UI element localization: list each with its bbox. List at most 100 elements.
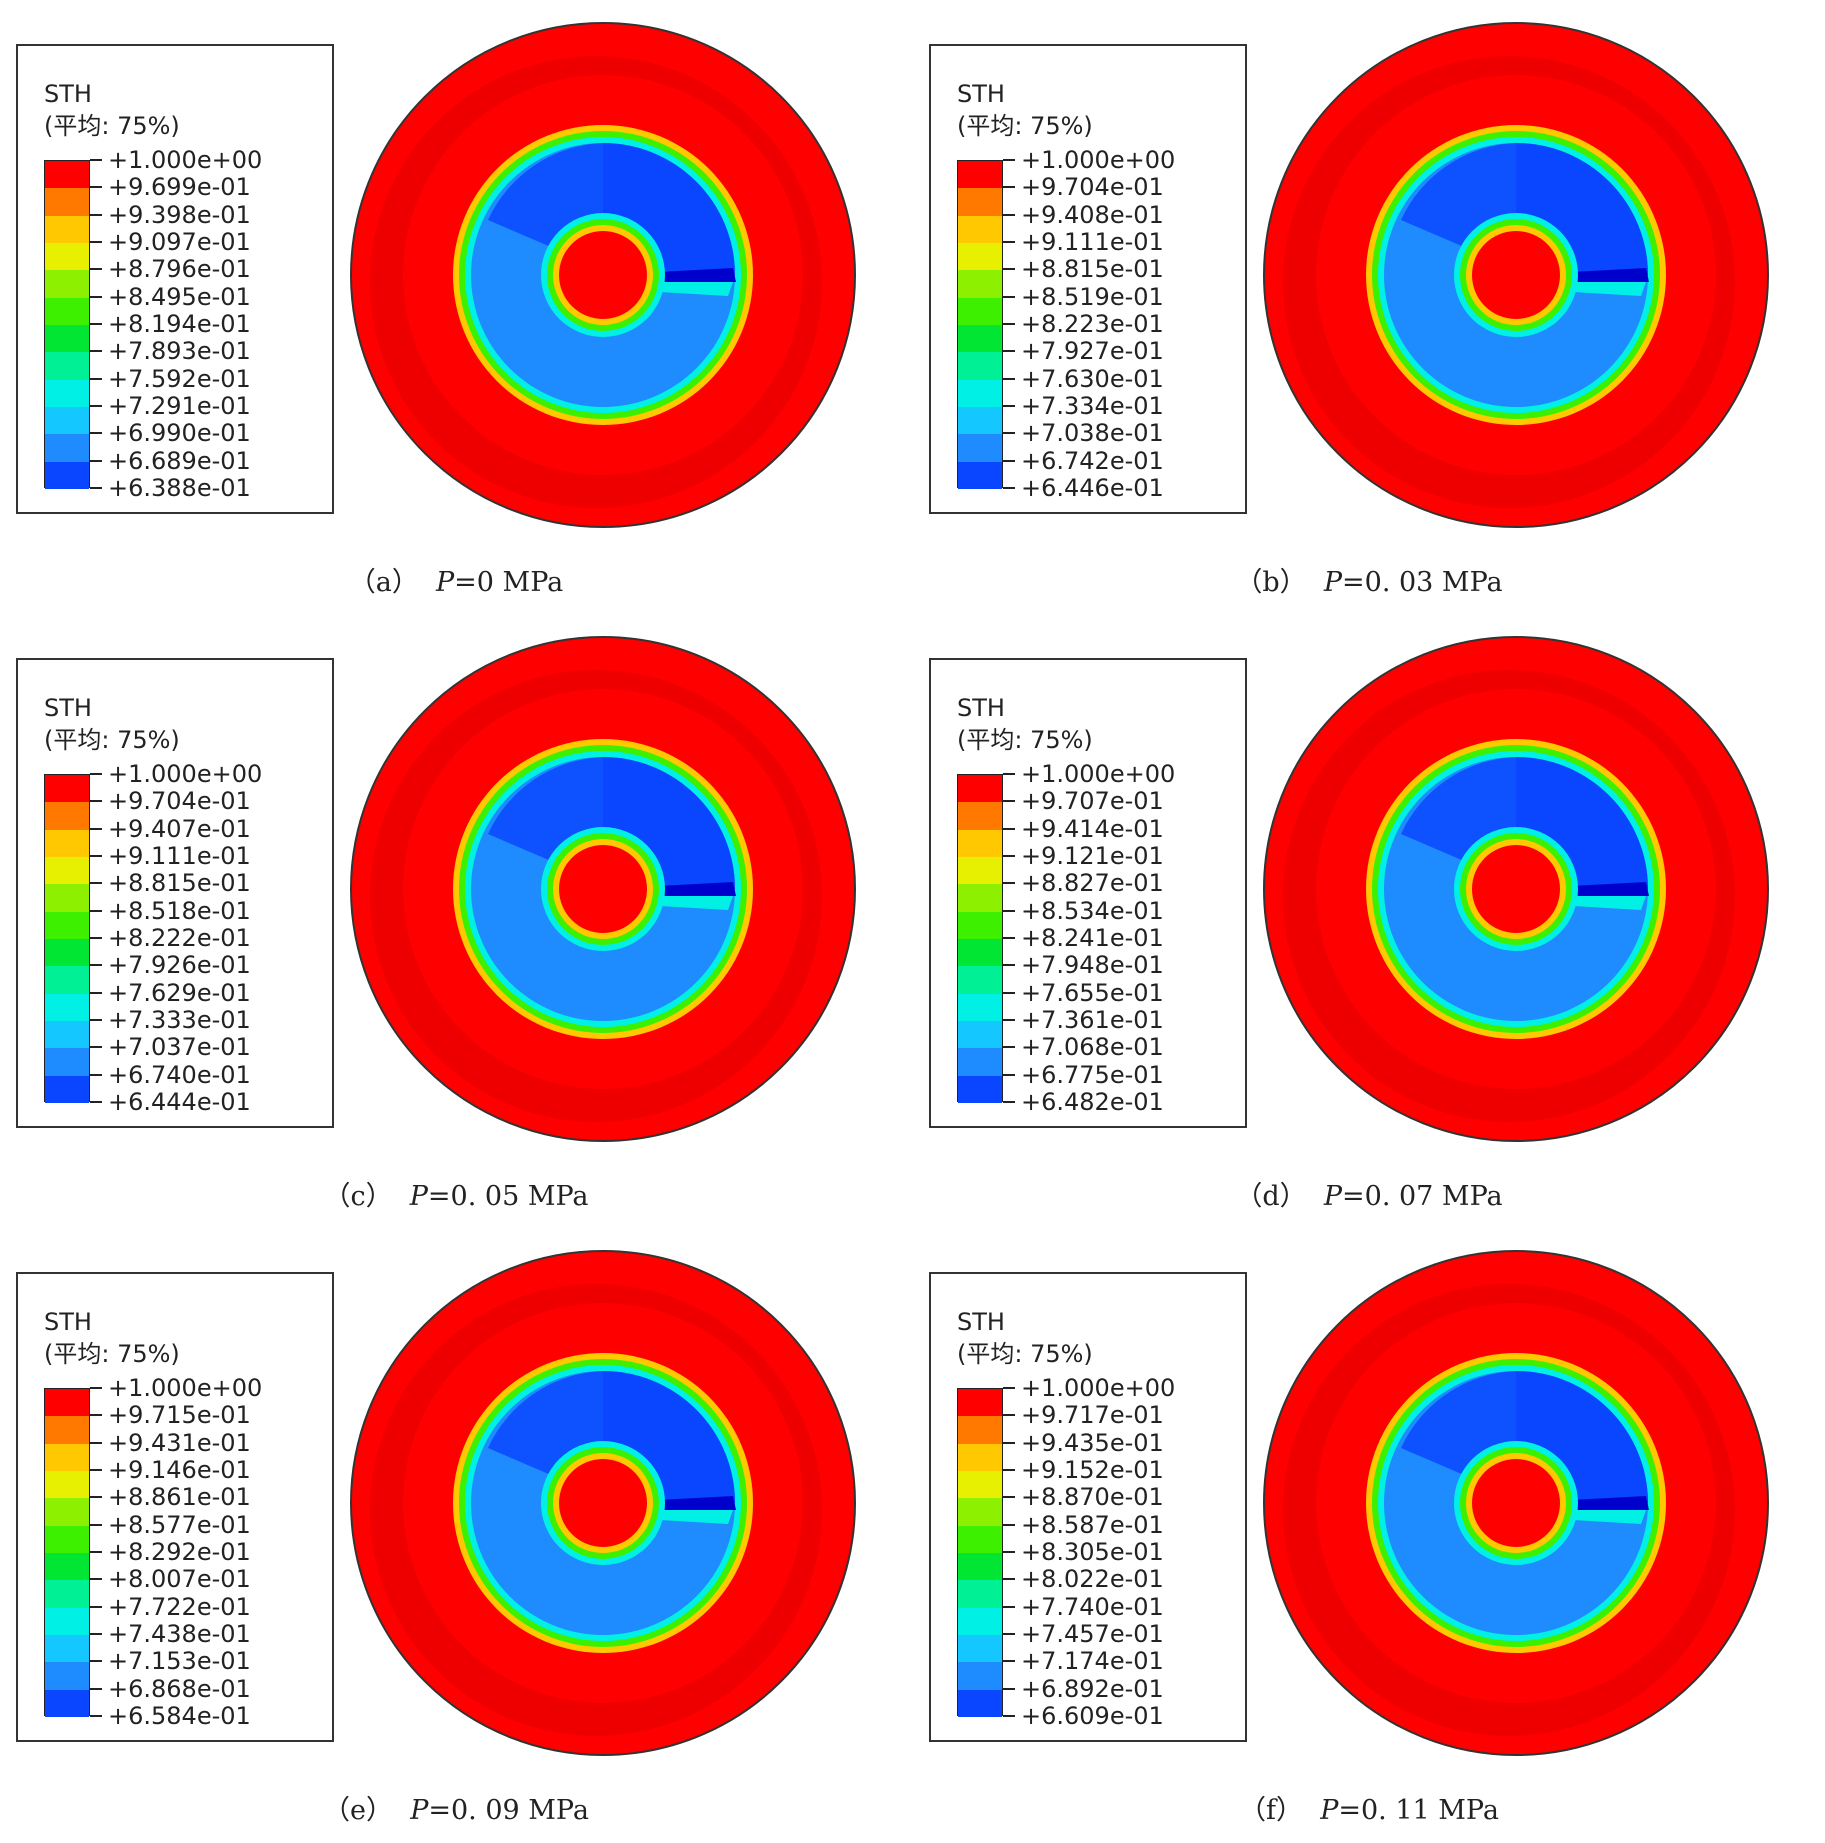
colorbar-tick-label: +8.534e-01 xyxy=(1021,896,1164,925)
colorbar-tick xyxy=(90,1019,102,1021)
colorbar-band xyxy=(958,1580,1002,1609)
colorbar-tick-label: +6.990e-01 xyxy=(108,419,251,448)
colorbar-band xyxy=(45,1416,89,1445)
colorbar-tick xyxy=(1003,377,1015,380)
colorbar-tick-label: +9.707e-01 xyxy=(1021,787,1164,816)
colorbar-band xyxy=(958,911,1002,940)
panel-caption: （a） P=0 MPa xyxy=(0,560,912,599)
colorbar-tick xyxy=(90,909,102,912)
colorbar-tick-label: +7.740e-01 xyxy=(1021,1592,1164,1621)
colorbar-tick-label: +8.194e-01 xyxy=(108,310,251,338)
colorbar-tick xyxy=(90,937,102,939)
colorbar-tick xyxy=(1003,1660,1015,1663)
hub-center xyxy=(559,845,647,933)
caption-p-value: =0. 11 MPa xyxy=(1338,1795,1499,1826)
contour-plot xyxy=(350,636,856,1142)
colorbar-tick xyxy=(90,241,102,243)
figure-panel-b: STH (平均: 75%) +1.000e+00 +9.704e-01 +9.408… xyxy=(913,0,1825,614)
colorbar-band xyxy=(45,1021,89,1049)
colorbar-tick-label: +9.435e-01 xyxy=(1021,1428,1164,1457)
colorbar-tick xyxy=(1003,268,1015,271)
caption-p-value: =0 MPa xyxy=(454,567,564,598)
colorbar-band xyxy=(45,911,89,940)
colorbar-tick xyxy=(1003,909,1015,912)
colorbar-tick-label: +6.388e-01 xyxy=(108,474,251,502)
legend-variable: STH xyxy=(957,1308,1005,1336)
colorbar-tick-label: +1.000e+00 xyxy=(108,1374,263,1402)
colorbar-band xyxy=(958,1075,1002,1104)
annulus-deep-blue xyxy=(1516,757,1648,889)
annulus-deep-blue xyxy=(1516,143,1648,275)
colorbar-tick-label: +9.111e-01 xyxy=(1021,228,1164,256)
panel-caption: （b） P=0. 03 MPa xyxy=(913,560,1825,599)
colorbar-tick xyxy=(90,1441,102,1444)
colorbar-band xyxy=(958,379,1002,408)
colorbar-band xyxy=(958,775,1002,803)
colorbar-tick-label: +7.333e-01 xyxy=(108,1006,251,1034)
colorbar-band xyxy=(958,270,1002,299)
colorbar-band xyxy=(958,461,1002,490)
contour-plot xyxy=(1263,1250,1769,1756)
hub-center xyxy=(559,1459,647,1547)
colorbar-tick xyxy=(1003,1496,1015,1499)
colorbar-band xyxy=(45,993,89,1022)
colorbar-band xyxy=(958,802,1002,831)
colorbar-tick-label: +1.000e+00 xyxy=(108,760,263,788)
colorbar-tick xyxy=(90,1660,102,1663)
colorbar xyxy=(957,160,1003,490)
colorbar-band xyxy=(45,1580,89,1609)
colorbar-tick xyxy=(90,800,102,803)
caption-letter: （c） xyxy=(323,1181,393,1212)
colorbar-tick-label: +7.893e-01 xyxy=(108,337,251,366)
colorbar-tick xyxy=(90,827,102,830)
colorbar-band xyxy=(958,1471,1002,1499)
slot-dark xyxy=(1571,882,1649,896)
annulus-deep-blue xyxy=(603,143,735,275)
colorbar-tick-label: +7.037e-01 xyxy=(108,1033,251,1062)
legend-box: STH (平均: 75%) +1.000e+00 +9.704e-01 +9.407… xyxy=(16,658,334,1128)
colorbar-tick xyxy=(90,1046,102,1049)
colorbar-band xyxy=(45,775,89,803)
colorbar xyxy=(44,774,90,1104)
colorbar-tick xyxy=(1003,827,1015,830)
legend-variable: STH xyxy=(44,80,92,108)
legend-average: (平均: 75%) xyxy=(44,1340,180,1368)
colorbar-tick-label: +7.068e-01 xyxy=(1021,1033,1164,1062)
colorbar-tick-label: +8.241e-01 xyxy=(1021,924,1164,952)
colorbar-tick-label: +7.361e-01 xyxy=(1021,1006,1164,1034)
colorbar-band xyxy=(45,802,89,831)
colorbar-band xyxy=(958,1525,1002,1554)
caption-p-symbol: P xyxy=(1323,567,1343,598)
colorbar-band xyxy=(45,461,89,490)
colorbar-tick xyxy=(90,1469,102,1471)
colorbar xyxy=(44,160,90,490)
colorbar-band xyxy=(45,857,89,885)
colorbar-tick xyxy=(90,405,102,407)
colorbar-tick-label: +7.438e-01 xyxy=(108,1620,251,1648)
colorbar-tick xyxy=(1003,487,1015,489)
colorbar-tick xyxy=(90,773,102,775)
colorbar-tick xyxy=(1003,1469,1015,1471)
colorbar-tick-label: +6.868e-01 xyxy=(108,1674,251,1703)
colorbar-tick-label: +7.722e-01 xyxy=(108,1592,251,1621)
panel-caption: （d） P=0. 07 MPa xyxy=(913,1174,1825,1213)
slot-cyan xyxy=(1571,896,1646,910)
colorbar-tick xyxy=(1003,432,1015,435)
colorbar-tick-label: +9.097e-01 xyxy=(108,228,251,256)
colorbar-tick-label: +9.431e-01 xyxy=(108,1428,251,1457)
colorbar-tick-label: +8.305e-01 xyxy=(1021,1538,1164,1566)
colorbar-tick xyxy=(1003,1387,1015,1389)
colorbar-tick-label: +7.629e-01 xyxy=(108,978,251,1007)
colorbar-tick-label: +8.292e-01 xyxy=(108,1538,251,1566)
colorbar-band xyxy=(958,325,1002,353)
colorbar-band xyxy=(958,857,1002,885)
colorbar-tick-label: +7.948e-01 xyxy=(1021,951,1164,980)
colorbar-tick xyxy=(90,377,102,380)
colorbar-tick-label: +7.334e-01 xyxy=(1021,392,1164,420)
colorbar-tick-label: +6.740e-01 xyxy=(108,1060,251,1089)
colorbar-tick xyxy=(1003,295,1015,298)
colorbar-tick-label: +6.892e-01 xyxy=(1021,1674,1164,1703)
colorbar-band xyxy=(958,161,1002,189)
colorbar-tick xyxy=(90,323,102,325)
caption-p-symbol: P xyxy=(1323,1181,1343,1212)
